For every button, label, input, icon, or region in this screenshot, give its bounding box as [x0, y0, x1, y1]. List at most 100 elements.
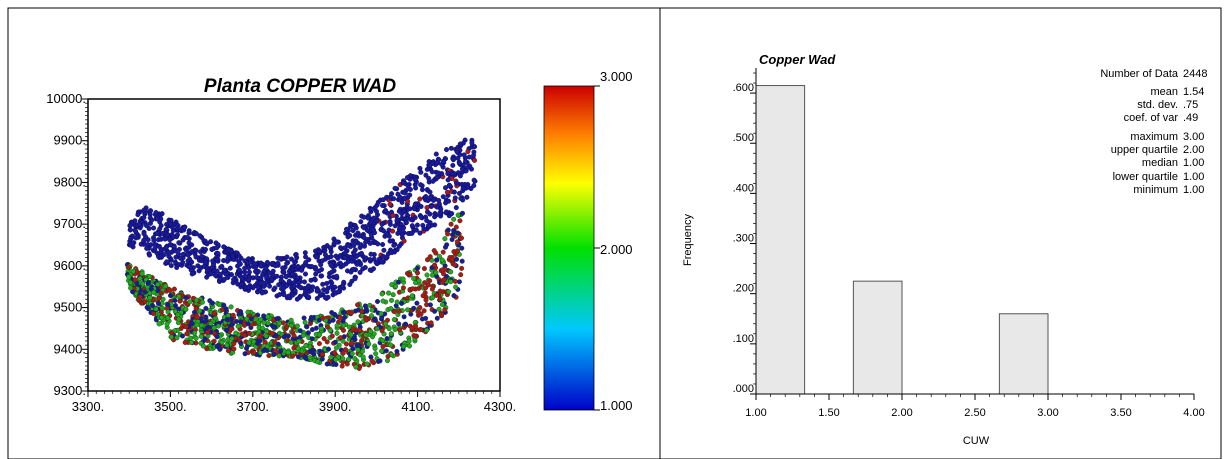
map-point — [379, 221, 385, 227]
map-y-tick-label: 9300. — [53, 383, 86, 398]
map-point — [471, 152, 477, 158]
map-point — [298, 285, 304, 291]
map-point — [318, 291, 324, 297]
map-point — [163, 244, 169, 250]
map-point — [172, 248, 178, 254]
histogram-x-tick-label: 1.00 — [745, 407, 766, 419]
map-point — [423, 297, 429, 303]
map-point — [361, 235, 367, 241]
map-point — [344, 226, 350, 232]
map-point — [342, 250, 348, 256]
map-y-tick-label: 9600. — [53, 258, 86, 273]
map-point — [424, 218, 430, 224]
map-point — [359, 338, 365, 344]
map-point — [225, 247, 231, 253]
map-point — [372, 230, 378, 236]
map-point — [457, 173, 463, 179]
map-point — [258, 280, 264, 286]
map-point — [457, 141, 463, 147]
map-point — [193, 297, 199, 303]
map-point — [312, 277, 318, 283]
map-point — [289, 256, 295, 262]
map-point — [238, 341, 244, 347]
map-point — [427, 162, 433, 168]
map-point — [385, 358, 391, 364]
map-point — [373, 351, 379, 357]
map-point — [281, 334, 287, 340]
map-point — [151, 237, 157, 243]
map-point — [351, 242, 357, 248]
map-point — [228, 326, 234, 332]
map-point — [430, 178, 436, 184]
map-point — [400, 285, 406, 291]
map-point — [380, 338, 386, 344]
map-point — [194, 314, 200, 320]
map-point — [348, 310, 354, 316]
map-point — [180, 259, 186, 265]
stat-value: 2.00 — [1183, 144, 1204, 156]
map-point — [402, 190, 408, 196]
map-point — [309, 287, 315, 293]
map-point — [352, 276, 358, 282]
map-point — [280, 265, 286, 271]
map-point — [187, 299, 193, 305]
map-point — [332, 284, 338, 290]
map-point — [145, 237, 151, 243]
map-point — [193, 254, 199, 260]
map-point — [315, 287, 321, 293]
map-point — [273, 332, 279, 338]
map-point — [276, 320, 282, 326]
map-point — [138, 241, 144, 247]
map-point — [322, 295, 328, 301]
map-point — [387, 201, 393, 207]
map-point — [156, 295, 162, 301]
map-point — [427, 254, 433, 260]
map-point — [193, 305, 199, 311]
map-point — [462, 159, 468, 165]
map-point — [342, 255, 348, 261]
map-point — [329, 269, 335, 275]
map-point — [152, 245, 158, 251]
map-x-tick-label: 3900. — [319, 399, 352, 414]
map-point — [242, 332, 248, 338]
map-point — [407, 192, 413, 198]
map-point — [281, 292, 287, 298]
map-point — [317, 332, 323, 338]
map-point — [286, 278, 292, 284]
stat-label: upper quartile — [1111, 144, 1178, 156]
map-point — [354, 343, 360, 349]
map-point — [246, 285, 252, 291]
map-point — [177, 298, 183, 304]
map-point — [366, 341, 372, 347]
histogram-x-tick-label: 1.50 — [818, 407, 839, 419]
map-point — [302, 354, 308, 360]
map-point — [399, 199, 405, 205]
map-point — [334, 323, 340, 329]
map-point — [363, 306, 369, 312]
map-point — [448, 221, 454, 227]
map-point — [256, 329, 262, 335]
map-point — [128, 236, 134, 242]
map-point — [211, 338, 217, 344]
map-point — [335, 255, 341, 261]
stat-value: 1.00 — [1183, 171, 1204, 183]
map-point — [201, 263, 207, 269]
map-point — [174, 232, 180, 238]
map-point — [233, 330, 239, 336]
map-point — [352, 247, 358, 253]
map-point — [141, 207, 147, 213]
map-point — [421, 308, 427, 314]
map-point — [448, 269, 454, 275]
histogram-x-label: CUW — [963, 435, 990, 447]
stat-label: lower quartile — [1113, 171, 1178, 183]
map-point — [465, 148, 471, 154]
map-point — [363, 332, 369, 338]
colorbar — [543, 85, 595, 411]
map-point — [412, 202, 418, 208]
map-point — [422, 290, 428, 296]
map-point — [305, 330, 311, 336]
map-point — [165, 302, 171, 308]
map-point — [394, 348, 400, 354]
map-point — [214, 245, 220, 251]
